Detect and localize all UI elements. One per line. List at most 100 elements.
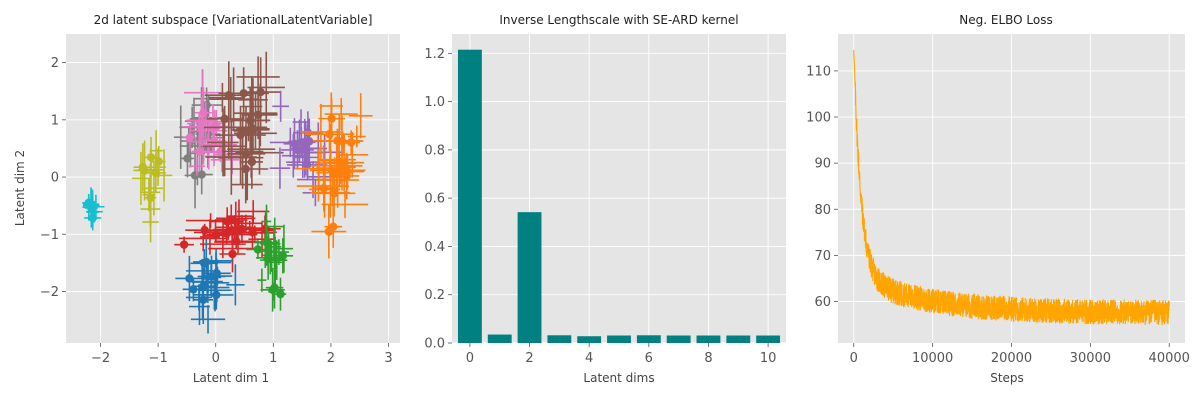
latent-y-tick-label: 1 <box>51 113 59 128</box>
latent-title: 2d latent subspace [VariationalLatentVar… <box>94 13 373 27</box>
latent-scatter-points <box>82 51 373 334</box>
latent-x-tick-label: 1 <box>269 351 277 366</box>
latent-cluster <box>82 187 105 231</box>
latent-y-tick-label: −1 <box>40 228 59 243</box>
latent-point <box>202 257 211 267</box>
lengthscale-bar <box>487 334 512 343</box>
latent-point <box>179 240 189 249</box>
lengthscale-y-tick-label: 0.2 <box>424 288 445 303</box>
elbo-loss-panel: 0 10000 20000 30000 40000 60 70 80 90 100 110 Neg.… <box>806 13 1190 385</box>
latent-x-tick-label: 2 <box>327 351 335 366</box>
elbo-x-tick-label: 0 <box>850 351 858 366</box>
latent-point <box>212 269 222 278</box>
latent-point <box>185 274 194 283</box>
lengthscale-x-tick-label: 8 <box>704 351 712 366</box>
latent-point <box>151 168 161 178</box>
lengthscale-y-tick-label: 1.2 <box>424 47 445 62</box>
elbo-y-tick-label: 60 <box>814 295 831 310</box>
lengthscale-bar <box>696 335 721 343</box>
latent-point <box>84 198 93 208</box>
latent-cluster <box>174 199 281 273</box>
latent-point <box>239 89 248 98</box>
latent-point <box>228 249 237 259</box>
latent-point <box>232 237 241 246</box>
elbo-x-tick-label: 40000 <box>1149 351 1190 366</box>
latent-cluster <box>202 51 285 204</box>
elbo-y-tick-label: 100 <box>806 111 831 126</box>
latent-point <box>189 285 198 294</box>
lengthscale-xlabel: Latent dims <box>583 371 654 385</box>
latent-point <box>209 136 219 146</box>
latent-x-tick-label: 0 <box>212 351 220 366</box>
elbo-y-tick-label: 80 <box>814 203 831 218</box>
latent-point <box>325 130 334 139</box>
latent-y-tick-label: −2 <box>40 285 59 300</box>
latent-point <box>197 170 206 179</box>
lengthscale-x-tick-label: 2 <box>525 351 533 366</box>
latent-point <box>202 100 211 110</box>
lengthscale-bar <box>666 335 691 343</box>
elbo-y-tick-label: 70 <box>814 249 831 264</box>
latent-cluster <box>246 204 294 312</box>
latent-cluster <box>132 130 173 243</box>
elbo-y-tick-label: 110 <box>806 64 831 79</box>
lengthscale-bar <box>636 335 661 343</box>
latent-point <box>236 130 245 140</box>
latent-ylabel: Latent dim 2 <box>13 150 27 226</box>
latent-x-tick-label: 3 <box>384 351 392 366</box>
lengthscale-bar <box>517 212 542 343</box>
latent-point <box>183 154 192 163</box>
latent-point <box>195 147 204 156</box>
latent-point <box>146 193 155 202</box>
latent-point <box>224 90 234 100</box>
latent-point <box>327 114 336 123</box>
lengthscale-x-tick-label: 6 <box>645 351 653 366</box>
lengthscale-y-tick-label: 0.4 <box>424 240 445 255</box>
latent-point <box>302 160 312 170</box>
latent-point <box>248 124 258 134</box>
latent-y-tick-label: 0 <box>51 171 59 186</box>
lengthscale-bar <box>547 335 572 343</box>
latent-point <box>329 222 338 231</box>
latent-subspace-panel: −2 −1 0 1 2 3 −2 −1 0 1 2 2d latent subspace [Vari… <box>13 13 400 385</box>
elbo-title: Neg. ELBO Loss <box>959 13 1052 27</box>
latent-cluster <box>175 239 245 334</box>
lengthscale-x-tick-label: 0 <box>466 351 474 366</box>
latent-x-tick-label: −2 <box>91 351 110 366</box>
lengthscale-bar <box>726 335 751 343</box>
elbo-loss-line <box>853 49 1170 326</box>
latent-cluster <box>295 92 373 259</box>
latent-point <box>297 138 306 147</box>
latent-point <box>278 251 288 261</box>
elbo-xlabel: Steps <box>990 371 1024 385</box>
lengthscale-bar <box>457 49 482 343</box>
latent-y-tick-label: 2 <box>51 56 59 71</box>
lengthscale-bar <box>756 335 781 343</box>
latent-point <box>220 114 229 124</box>
elbo-x-tick-label: 10000 <box>912 351 953 366</box>
elbo-loss-path <box>853 49 1170 326</box>
elbo-y-tick-label: 90 <box>814 157 831 172</box>
lengthscale-x-tick-label: 4 <box>585 351 593 366</box>
lengthscale-y-tick-label: 1.0 <box>424 95 445 110</box>
lengthscale-panel: 0 2 4 6 8 10 0.0 0.2 0.4 0.6 0.8 1.0 1.2 Inverse Len… <box>424 13 786 385</box>
lengthscale-x-tick-label: 10 <box>760 351 777 366</box>
latent-point <box>185 133 195 142</box>
latent-point <box>343 167 352 176</box>
lengthscale-plot-area <box>452 34 786 343</box>
lengthscale-title: Inverse Lengthscale with SE-ARD kernel <box>499 13 738 27</box>
latent-point <box>276 289 285 299</box>
latent-point <box>262 238 271 247</box>
elbo-x-tick-label: 30000 <box>1070 351 1111 366</box>
lengthscale-bars <box>457 49 781 343</box>
latent-point <box>253 245 263 254</box>
lengthscale-y-tick-label: 0.6 <box>424 192 445 207</box>
lengthscale-bar <box>577 336 602 343</box>
lengthscale-y-tick-label: 0.8 <box>424 143 445 158</box>
latent-x-tick-label: −1 <box>149 351 168 366</box>
lengthscale-bar <box>607 335 631 343</box>
lengthscale-y-tick-label: 0.0 <box>424 337 445 352</box>
latent-xlabel: Latent dim 1 <box>193 371 269 385</box>
elbo-x-tick-label: 20000 <box>991 351 1032 366</box>
